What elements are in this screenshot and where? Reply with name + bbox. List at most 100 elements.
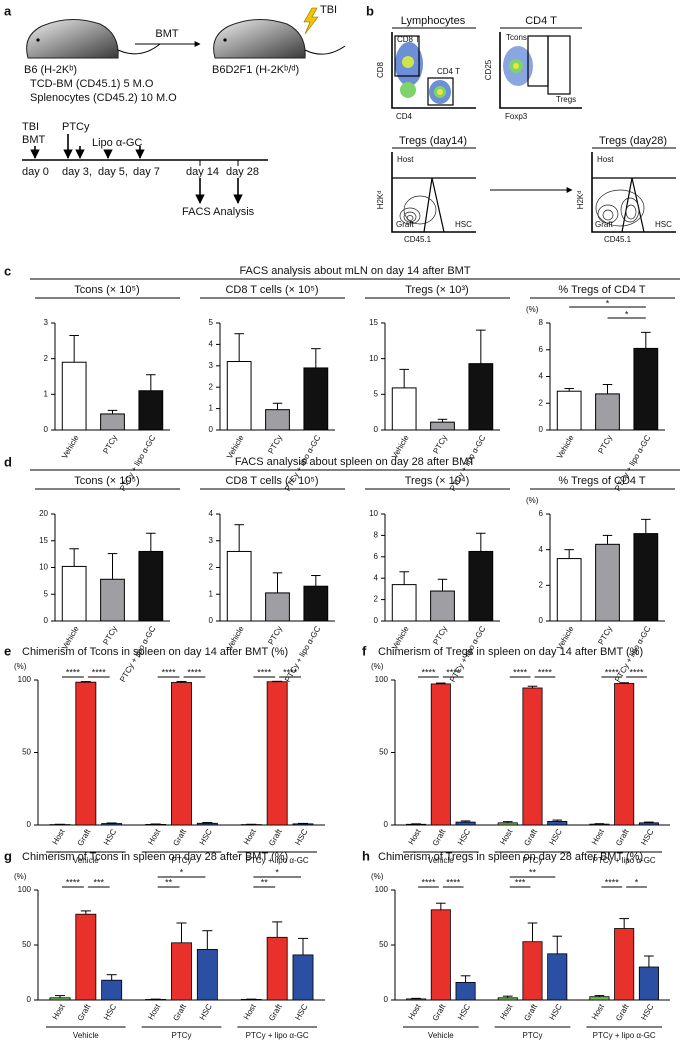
day-label: day 28 <box>226 166 259 178</box>
panel-letter: h <box>362 848 370 863</box>
x-tick-label: Graft <box>614 827 631 848</box>
x-tick-label: HSC <box>198 827 214 846</box>
x-tick-label: HSC <box>102 827 118 846</box>
section-title: FACS analysis about spleen on day 28 aft… <box>235 456 476 468</box>
y-tick-label: 100 <box>18 675 32 684</box>
axis-label: CD4 <box>396 112 413 121</box>
x-tick-label: HSC <box>639 827 655 846</box>
flow-plot: Lymphocytes CD8 T CD4 T CD8 CD4 <box>376 15 476 121</box>
y-tick-label: 0 <box>539 425 544 434</box>
gate-label: Tregs <box>556 95 576 104</box>
x-tick-label: Graft <box>431 1002 448 1023</box>
gate-label: Host <box>397 155 414 164</box>
significance-label: ** <box>529 867 537 877</box>
x-tick-label: Graft <box>267 827 284 848</box>
bar <box>226 361 252 431</box>
y-tick-label: 10 <box>369 354 378 363</box>
y-tick-label: 4 <box>539 545 544 554</box>
significance-label: **** <box>513 667 528 677</box>
x-tick-label: Host <box>590 827 606 846</box>
bar <box>614 928 635 1001</box>
event-label: PTCy <box>62 121 90 133</box>
bar <box>638 966 659 1001</box>
irradiation-label: TBI <box>320 4 337 16</box>
gate-label: Host <box>597 155 614 164</box>
y-tick-label: 6 <box>374 552 379 561</box>
bar <box>468 363 494 431</box>
y-tick-label: 2 <box>539 398 544 407</box>
bar <box>589 996 610 1001</box>
y-tick-label: 5 <box>374 389 379 398</box>
day-label: day 3, <box>62 166 92 178</box>
bar <box>633 347 659 431</box>
x-tick-label: HSC <box>548 827 564 846</box>
y-tick-label: 6 <box>539 509 544 518</box>
day-label: day 0 <box>22 166 49 178</box>
y-tick-label: 100 <box>375 885 389 894</box>
y-tick-label: 15 <box>369 318 378 327</box>
bar <box>226 550 252 622</box>
x-tick-label: PTCy <box>101 625 119 647</box>
x-tick-label: PTCy <box>596 625 614 647</box>
bar <box>101 979 123 1001</box>
bar <box>196 949 218 1001</box>
event-label: TBI <box>22 121 39 133</box>
bar <box>196 822 218 826</box>
y-tick-label: 8 <box>374 531 379 540</box>
gate-label: HSC <box>655 220 672 229</box>
y-tick-label: 2 <box>209 382 214 391</box>
chart-title: Chimerism of Tcons in spleen on day 14 a… <box>22 646 288 658</box>
bar <box>430 421 455 431</box>
significance-label: *** <box>515 877 526 887</box>
bar <box>303 585 329 622</box>
y-tick-label: 50 <box>22 940 31 949</box>
bar <box>595 393 620 431</box>
group-label: PTCy <box>172 856 192 865</box>
bar <box>265 592 290 622</box>
timeline-arrows <box>30 134 243 204</box>
bar <box>61 361 87 431</box>
y-tick-label: 4 <box>209 509 214 518</box>
bar <box>430 683 451 826</box>
chart-title: Chimerism of Tcons in spleen on day 28 a… <box>22 851 288 863</box>
group-label: Vehicle <box>73 1031 99 1040</box>
x-tick-label: Host <box>590 1002 606 1021</box>
chart-title: Tregs (× 10⁴) <box>405 475 470 487</box>
x-tick-label: Vehicle <box>60 433 81 460</box>
x-tick-label: HSC <box>102 1002 118 1021</box>
x-tick-label: Graft <box>171 827 188 848</box>
bar <box>303 367 329 431</box>
x-tick-label: HSC <box>639 1002 655 1021</box>
plot-title: Tregs (day14) <box>399 135 467 147</box>
y-tick-label: 1 <box>209 404 214 413</box>
x-tick-label: Host <box>51 1002 67 1021</box>
significance-label: * <box>606 298 610 308</box>
y-tick-label: 3 <box>209 536 214 545</box>
x-tick-label: Host <box>242 1002 258 1021</box>
x-tick-label: Graft <box>614 1002 631 1023</box>
bar <box>638 822 659 826</box>
significance-label: **** <box>630 667 645 677</box>
bar <box>589 823 610 826</box>
x-tick-label: PTCy <box>101 434 119 456</box>
day-label: day 7 <box>133 166 160 178</box>
group-label: PTCy <box>523 856 543 865</box>
bar <box>145 824 167 826</box>
x-tick-label: HSC <box>293 827 309 846</box>
y-tick-label: 8 <box>539 318 544 327</box>
group-label: PTCy + lipo α-GC <box>593 856 656 865</box>
plot-title: CD4 T <box>525 15 557 27</box>
y-tick-label: 6 <box>539 345 544 354</box>
y-unit: (%) <box>526 496 539 505</box>
bar <box>455 821 476 826</box>
flow-plot: CD4 T Tcons Tregs CD25 Foxp3 <box>484 15 582 121</box>
axis-label: CD45.1 <box>404 235 432 244</box>
y-tick-label: 50 <box>22 748 31 757</box>
y-tick-label: 0 <box>384 995 389 1004</box>
y-tick-label: 0 <box>27 995 32 1004</box>
group-label: Vehicle <box>73 856 99 865</box>
gate-label: HSC <box>455 220 472 229</box>
x-tick-label: Graft <box>522 827 539 848</box>
significance-label: **** <box>421 877 436 887</box>
